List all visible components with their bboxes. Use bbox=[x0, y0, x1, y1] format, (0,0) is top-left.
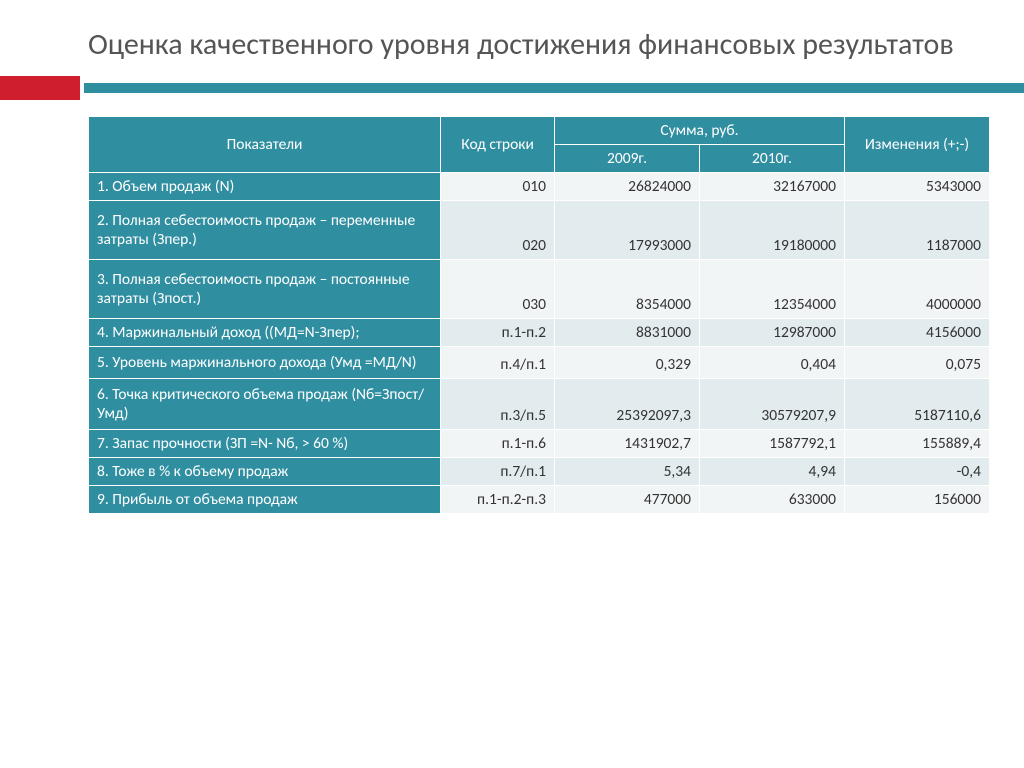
cell-2009: 0,329 bbox=[555, 346, 700, 378]
cell-2010: 12354000 bbox=[700, 259, 845, 318]
slide: Оценка качественного уровня достижения ф… bbox=[0, 0, 1024, 768]
row-label: 7. Запас прочности (ЗП =N- Nб, > 60 %) bbox=[89, 429, 441, 457]
cell-2010: 0,404 bbox=[700, 346, 845, 378]
page-title: Оценка качественного уровня достижения ф… bbox=[0, 0, 1024, 76]
cell-2010: 30579207,9 bbox=[700, 378, 845, 429]
cell-2010: 12987000 bbox=[700, 318, 845, 346]
title-divider bbox=[0, 76, 1024, 90]
col-change: Изменения (+;-) bbox=[844, 116, 989, 172]
cell-code: 020 bbox=[441, 200, 555, 259]
col-indicators: Показатели bbox=[89, 116, 441, 172]
cell-chg: 1187000 bbox=[844, 200, 989, 259]
row-label: 8. Тоже в % к объему продаж bbox=[89, 457, 441, 485]
row-label: 3. Полная себестоимость продаж – постоян… bbox=[89, 259, 441, 318]
cell-code: п.1-п.2 bbox=[441, 318, 555, 346]
cell-code: 030 bbox=[441, 259, 555, 318]
cell-code: п.1-п.2-п.3 bbox=[441, 485, 555, 513]
cell-chg: 4000000 bbox=[844, 259, 989, 318]
cell-2009: 8831000 bbox=[555, 318, 700, 346]
col-2010: 2010г. bbox=[700, 144, 845, 172]
cell-2010: 32167000 bbox=[700, 172, 845, 200]
row-label: 5. Уровень маржинального дохода (Умд =МД… bbox=[89, 346, 441, 378]
cell-code: п.4/п.1 bbox=[441, 346, 555, 378]
cell-code: п.1-п.6 bbox=[441, 429, 555, 457]
cell-2010: 633000 bbox=[700, 485, 845, 513]
row-label: 4. Маржинальный доход ((МД=N-Зпер); bbox=[89, 318, 441, 346]
cell-code: 010 bbox=[441, 172, 555, 200]
cell-2009: 5,34 bbox=[555, 457, 700, 485]
cell-2009: 25392097,3 bbox=[555, 378, 700, 429]
cell-chg: 5343000 bbox=[844, 172, 989, 200]
row-label: 1. Объем продаж (N) bbox=[89, 172, 441, 200]
cell-code: п.3/п.5 bbox=[441, 378, 555, 429]
row-label: 2. Полная себестоимость продаж – перемен… bbox=[89, 200, 441, 259]
row-label: 6. Точка критического объема продаж (Nб=… bbox=[89, 378, 441, 429]
cell-chg: 155889,4 bbox=[844, 429, 989, 457]
cell-chg: -0,4 bbox=[844, 457, 989, 485]
cell-code: п.7/п.1 bbox=[441, 457, 555, 485]
cell-2009: 26824000 bbox=[555, 172, 700, 200]
cell-chg: 5187110,6 bbox=[844, 378, 989, 429]
cell-2009: 477000 bbox=[555, 485, 700, 513]
cell-2010: 1587792,1 bbox=[700, 429, 845, 457]
cell-2009: 1431902,7 bbox=[555, 429, 700, 457]
cell-chg: 156000 bbox=[844, 485, 989, 513]
row-label: 9. Прибыль от объема продаж bbox=[89, 485, 441, 513]
financial-table: Показатели Код строки Сумма, руб. Измене… bbox=[88, 116, 990, 514]
accent-teal-bar bbox=[84, 83, 1024, 93]
accent-red-block bbox=[0, 76, 80, 100]
col-sum: Сумма, руб. bbox=[555, 116, 845, 144]
col-code: Код строки bbox=[441, 116, 555, 172]
cell-2010: 19180000 bbox=[700, 200, 845, 259]
cell-2010: 4,94 bbox=[700, 457, 845, 485]
cell-chg: 0,075 bbox=[844, 346, 989, 378]
cell-chg: 4156000 bbox=[844, 318, 989, 346]
col-2009: 2009г. bbox=[555, 144, 700, 172]
cell-2009: 8354000 bbox=[555, 259, 700, 318]
cell-2009: 17993000 bbox=[555, 200, 700, 259]
